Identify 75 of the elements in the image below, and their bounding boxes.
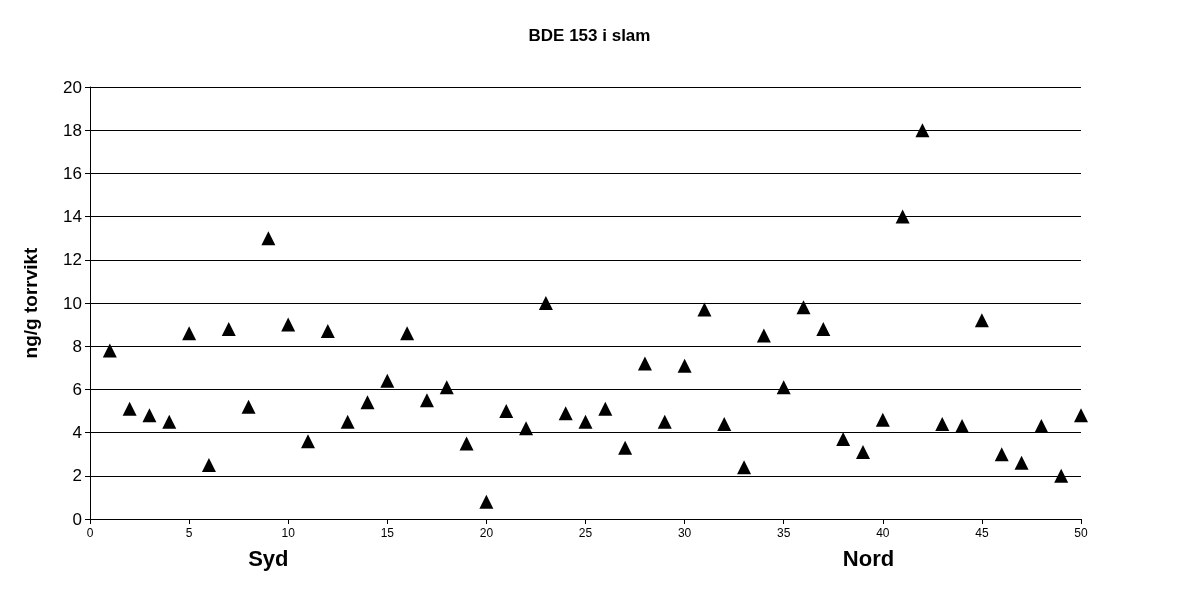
point	[538, 296, 553, 310]
point	[1074, 408, 1088, 423]
point	[677, 358, 692, 373]
point	[974, 313, 989, 328]
x-tick-label: 25	[578, 526, 593, 540]
point	[320, 324, 335, 339]
y-tick-label: 16	[63, 163, 82, 183]
point	[439, 380, 454, 395]
point	[657, 414, 672, 429]
y-tick-label: 6	[72, 379, 82, 399]
point	[776, 380, 791, 395]
x-tick-label: 15	[380, 526, 395, 540]
point	[1054, 468, 1069, 483]
point	[182, 326, 197, 341]
x-tick-label: 35	[777, 526, 791, 540]
y-tick-label: 4	[72, 423, 82, 443]
point	[598, 401, 613, 416]
point	[360, 395, 375, 410]
point	[162, 414, 177, 429]
point	[241, 399, 256, 414]
point	[836, 432, 851, 447]
y-tick-label: 2	[72, 466, 82, 486]
x-tick-label: 10	[281, 526, 296, 540]
point	[935, 416, 950, 431]
y-tick-label: 8	[72, 336, 82, 356]
point	[459, 436, 474, 451]
text: Syd	[248, 545, 289, 571]
point	[895, 209, 910, 224]
point	[955, 419, 970, 434]
point	[261, 231, 276, 246]
point	[419, 393, 434, 408]
point	[221, 321, 236, 336]
point	[479, 494, 494, 509]
y-tick-label: 18	[63, 120, 82, 140]
point	[737, 460, 752, 475]
point	[816, 321, 831, 336]
point	[380, 373, 395, 388]
y-tick-label: 12	[63, 250, 82, 270]
point	[875, 412, 890, 427]
point	[122, 401, 137, 416]
point	[915, 123, 930, 138]
chart-title: BDE 153 i slam	[528, 26, 651, 45]
point	[201, 458, 216, 472]
point	[796, 300, 811, 315]
point	[578, 414, 593, 429]
point	[855, 445, 870, 460]
point	[717, 416, 732, 431]
y-tick-label: 10	[63, 293, 82, 313]
x-tick-label: 0	[86, 526, 94, 540]
point	[301, 434, 316, 449]
point	[400, 326, 415, 341]
point	[618, 440, 633, 455]
y-axis-title: ng/g torrvikt	[20, 246, 41, 359]
point	[697, 302, 712, 317]
point	[142, 408, 157, 423]
point	[281, 317, 296, 332]
x-tick-label: 45	[975, 526, 989, 540]
point	[637, 356, 652, 371]
point	[102, 343, 117, 358]
x-tick-label: 20	[479, 526, 494, 540]
point	[994, 447, 1009, 462]
text: Nord	[842, 545, 895, 571]
y-tick-label: 20	[63, 77, 82, 97]
point	[519, 421, 534, 436]
point	[1014, 455, 1029, 470]
x-tick-label: 30	[677, 526, 692, 540]
point	[340, 414, 355, 429]
y-tick-label: 14	[63, 207, 82, 227]
point	[558, 406, 573, 421]
point	[756, 328, 771, 343]
point	[1034, 419, 1049, 434]
x-tick-label: 5	[185, 526, 193, 540]
x-tick-label: 50	[1074, 526, 1088, 540]
point	[499, 404, 514, 418]
x-tick-label: 40	[876, 526, 890, 540]
